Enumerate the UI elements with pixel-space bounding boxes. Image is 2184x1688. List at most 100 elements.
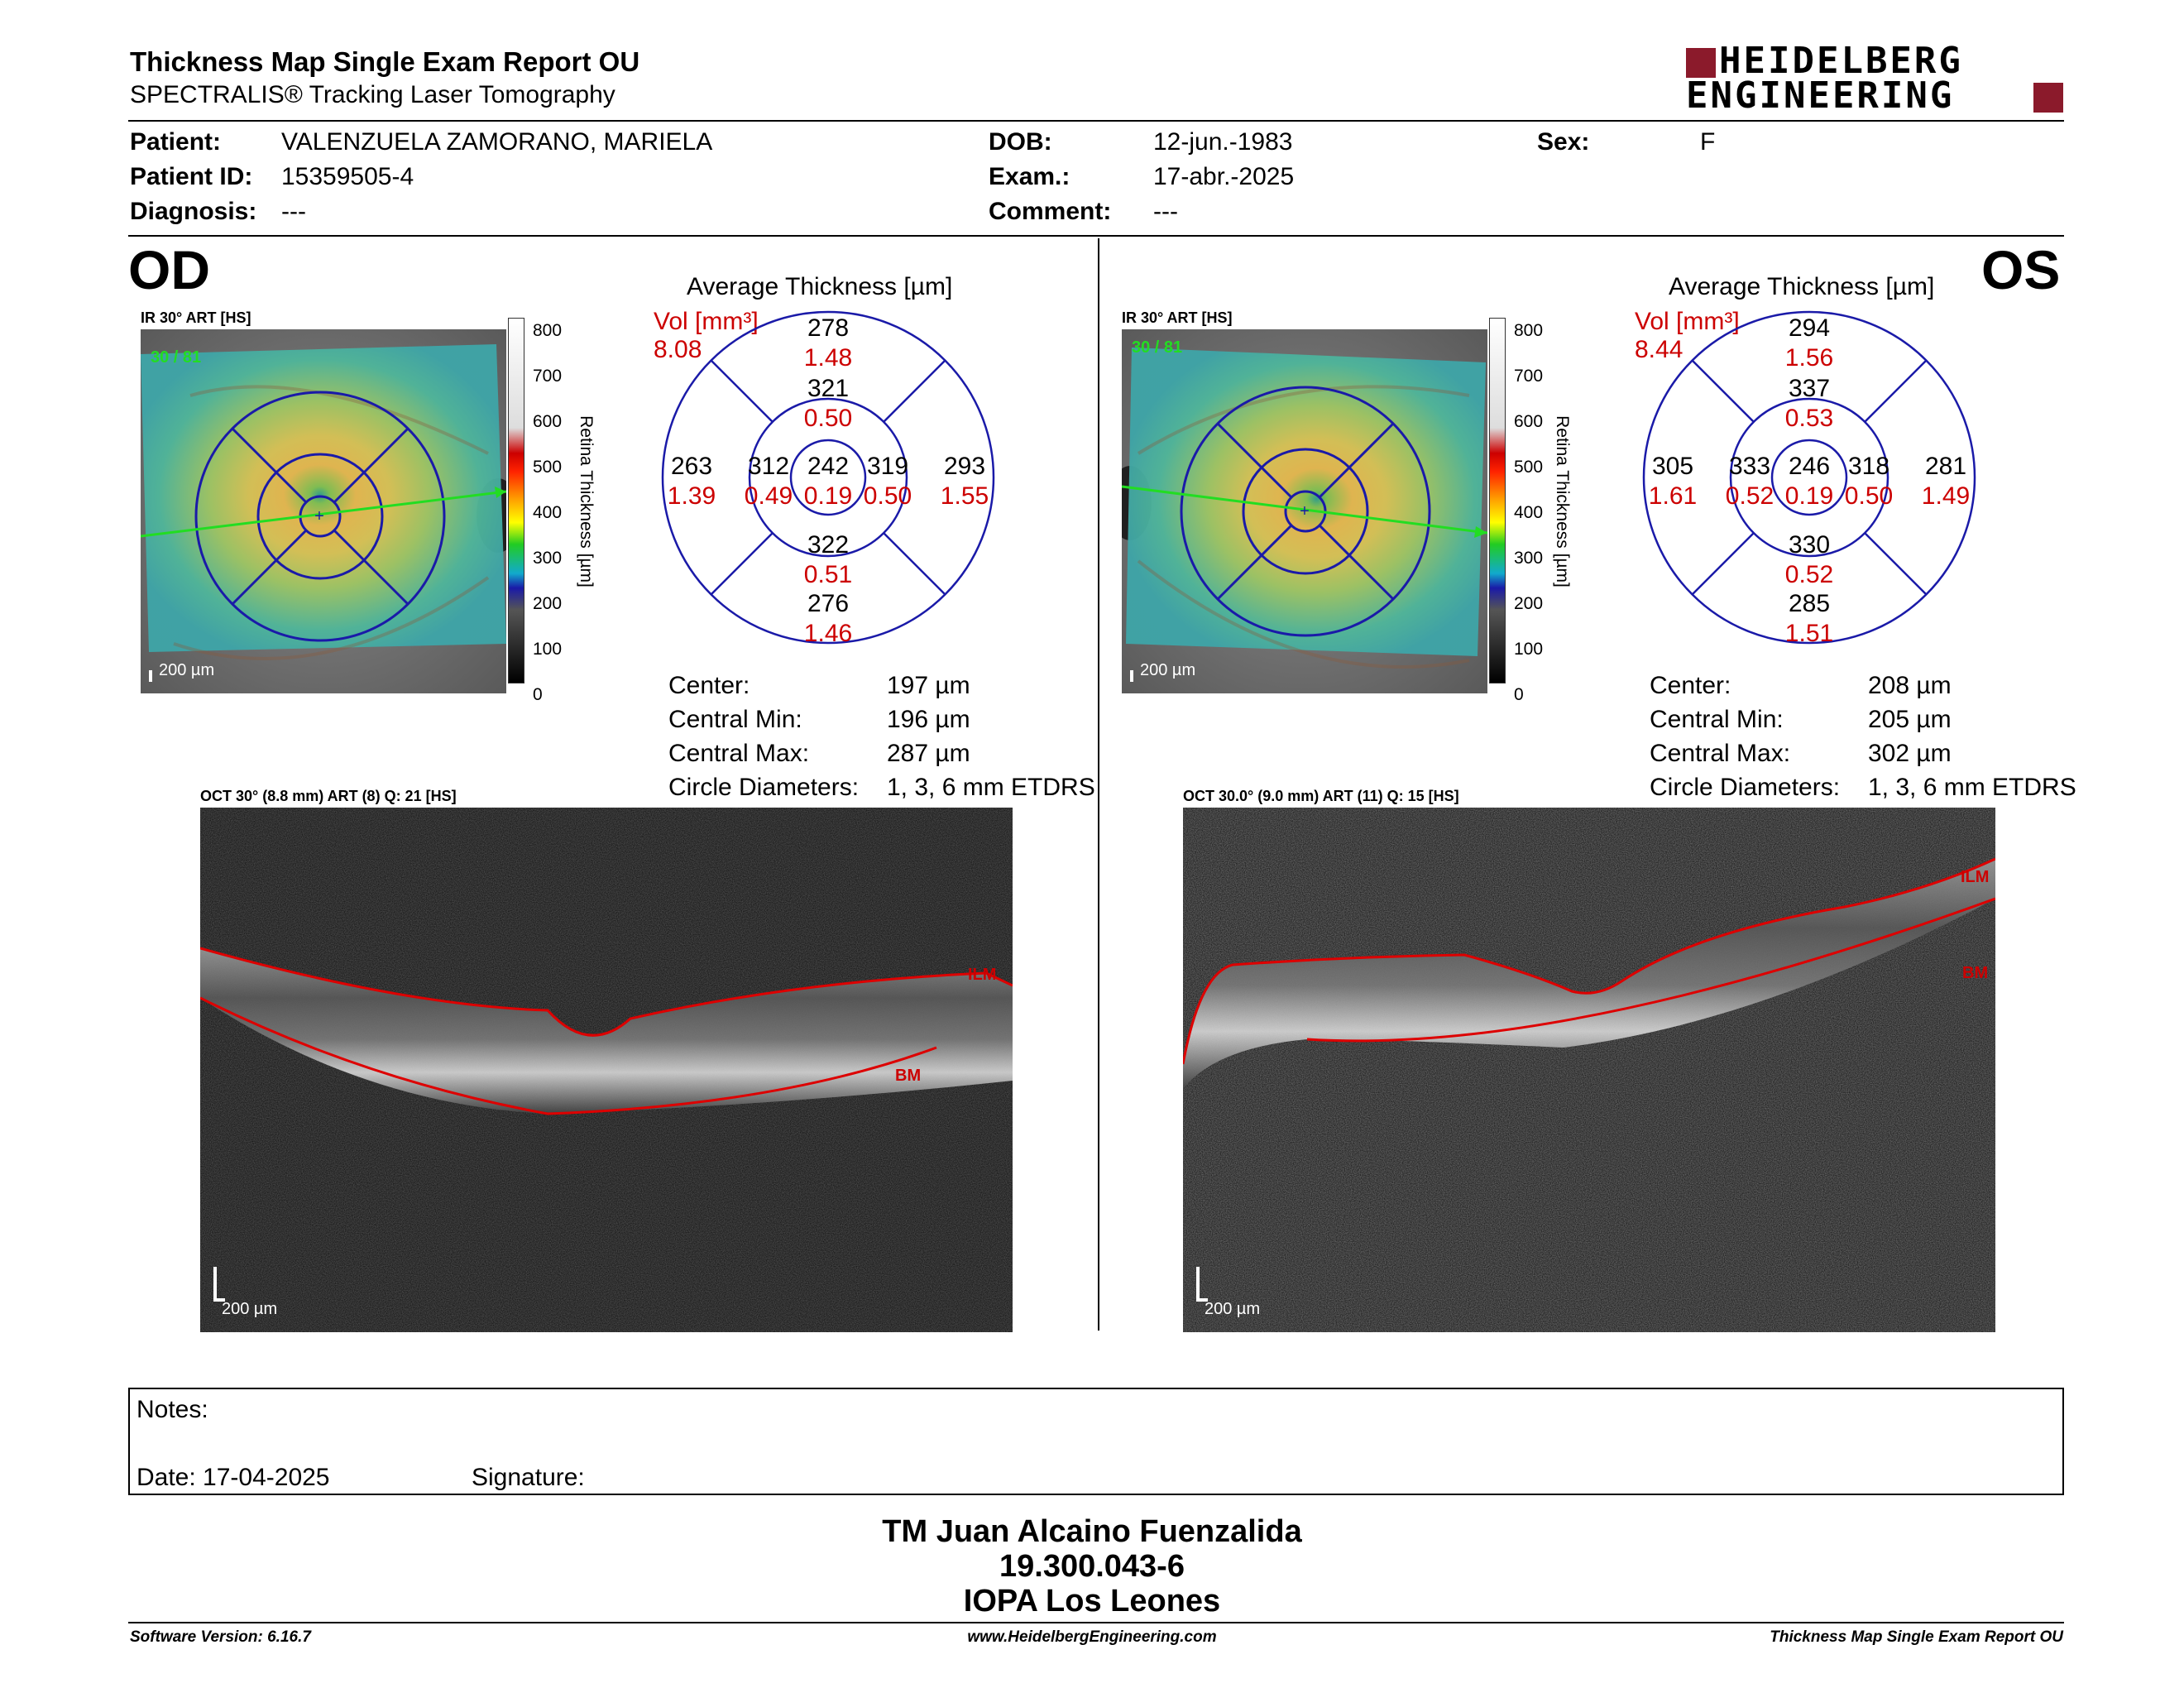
od-stat-max-label: Central Max: [668,740,810,767]
od-stat-center-label: Center: [668,672,750,699]
report-title: Thickness Map Single Exam Report OU [130,46,640,77]
os-tick-100: 100 [1514,640,1544,659]
od-ir-overlay: 30 / 81 [151,348,201,367]
header-rule [128,120,2064,122]
date-label: Date: 17-04-2025 [136,1464,330,1491]
os-vol-label: Vol [mm³] [1635,308,1740,335]
od-colorbar-title: Retina Thickness [µm] [577,415,596,587]
os-colorbar [1489,318,1506,683]
od-bm-line [200,996,937,1115]
os-outer-right-volume: 1.49 [1922,482,1970,510]
os-stat-max-value: 302 µm [1868,740,1952,767]
od-stats: Center: Central Min: Central Max: Circle… [668,669,859,804]
od-center-volume: 0.19 [804,482,852,510]
eye-label-os: OS [1981,239,2061,300]
os-tick-200: 200 [1514,594,1544,613]
od-center-thickness: 242 [807,453,849,480]
logo-text-bottom: ENGINEERING [1686,74,1955,117]
diagnosis-label: Diagnosis: [130,198,257,225]
od-bm-label: BM [895,1067,921,1085]
patient-label: Patient: [130,128,222,156]
od-inner-inf-thickness: 322 [807,531,849,559]
os-scan-line [1122,485,1487,535]
os-stats-values: 208 µm 205 µm 302 µm 1, 3, 6 mm ETDRS [1868,669,2076,804]
od-oct-scale: 200 µm [222,1300,277,1318]
os-stat-center-label: Center: [1650,672,1731,699]
logo-text-top: HEIDELBERG [1719,40,1963,82]
od-inner-inf-volume: 0.51 [804,561,852,588]
os-stat-min-label: Central Min: [1650,706,1784,733]
patient-id-value: 15359505-4 [281,163,414,190]
od-tick-300: 300 [533,549,563,568]
os-bm-line [1306,897,1995,1043]
od-tick-0: 0 [533,685,543,704]
notes-label: Notes: [136,1396,208,1423]
sex-label: Sex: [1537,128,1590,156]
od-scan-line [141,490,506,538]
os-oct-label: OCT 30.0° (9.0 mm) ART (11) Q: 15 [HS] [1183,788,1459,804]
od-inner-left-volume: 0.49 [745,482,793,510]
od-fundus-image: + 30 / 81 200 µm [141,329,506,693]
od-outer-inf-volume: 1.46 [804,620,852,647]
footer-url[interactable]: www.HeidelbergEngineering.com [967,1628,1217,1646]
os-oct-image: ILM BM 200 µm [1183,808,1995,1332]
od-inner-sup-thickness: 321 [807,375,849,402]
od-stat-min-value: 196 µm [887,706,970,733]
comment-label: Comment: [989,198,1112,225]
od-stat-min-label: Central Min: [668,706,802,733]
logo-square-top [1686,48,1716,78]
svg-text:+: + [1300,502,1310,520]
os-tick-500: 500 [1514,458,1544,477]
od-oct-image: ILM BM 200 µm [200,808,1013,1332]
svg-text:+: + [314,507,324,525]
od-oct-label: OCT 30° (8.8 mm) ART (8) Q: 21 [HS] [200,788,457,804]
od-ilm-line [200,947,1013,1037]
od-inner-right-volume: 0.50 [864,482,912,510]
od-inner-sup-volume: 0.50 [804,405,852,432]
exam-label: Exam.: [989,163,1070,190]
od-vol-label: Vol [mm³] [654,308,759,335]
od-outer-right-volume: 1.55 [941,482,989,510]
od-colorbar-ticks: 800 700 600 500 400 300 200 100 0 [533,308,562,717]
od-tick-100: 100 [533,640,563,659]
signature-label: Signature: [472,1464,585,1491]
footer-report-name: Thickness Map Single Exam Report OU [1770,1628,2063,1646]
exam-value: 17-abr.-2025 [1153,163,1295,190]
os-inner-right-volume: 0.50 [1845,482,1893,510]
os-outer-sup-thickness: 294 [1789,314,1830,342]
os-tick-400: 400 [1514,503,1544,522]
od-outer-right-thickness: 293 [944,453,985,480]
os-inner-inf-thickness: 330 [1789,531,1830,559]
os-colorbar-ticks: 800 700 600 500 400 300 200 100 0 [1514,308,1543,717]
od-ir-label: IR 30° ART [HS] [141,309,251,326]
patient-value: VALENZUELA ZAMORANO, MARIELA [281,128,713,156]
os-tick-800: 800 [1514,321,1544,340]
od-ir-scale: 200 µm [159,661,214,679]
notes-box[interactable]: Notes: Date: 17-04-2025 Signature: [128,1388,2064,1495]
od-outer-sup-thickness: 278 [807,314,849,342]
os-outer-inf-volume: 1.51 [1785,620,1833,647]
os-inner-sup-thickness: 337 [1789,375,1830,402]
os-ilm-line [1183,857,1995,1065]
od-tick-800: 800 [533,321,563,340]
eye-divider [1098,238,1099,1331]
signatory-name: TM Juan Alcaino Fuenzalida [882,1514,1302,1549]
os-vol-value: 8.44 [1635,336,1684,363]
od-ilm-label: ILM [968,966,996,984]
sex-value: F [1700,128,1716,156]
os-center-thickness: 246 [1789,453,1830,480]
os-stat-center-value: 208 µm [1868,672,1952,699]
os-inner-sup-volume: 0.53 [1785,405,1833,432]
os-center-volume: 0.19 [1785,482,1833,510]
eye-label-od: OD [128,239,210,300]
os-stat-diam-label: Circle Diameters: [1650,774,1841,801]
os-ilm-label: ILM [1961,868,1989,886]
dob-value: 12-jun.-1983 [1153,128,1293,156]
od-tick-200: 200 [533,594,563,613]
os-colorbar-title: Retina Thickness [µm] [1553,415,1572,587]
os-ir-overlay: 30 / 81 [1132,338,1182,357]
report-subtitle: SPECTRALIS® Tracking Laser Tomography [130,81,615,108]
os-inner-left-thickness: 333 [1729,453,1770,480]
os-outer-sup-volume: 1.56 [1785,344,1833,372]
od-tick-400: 400 [533,503,563,522]
